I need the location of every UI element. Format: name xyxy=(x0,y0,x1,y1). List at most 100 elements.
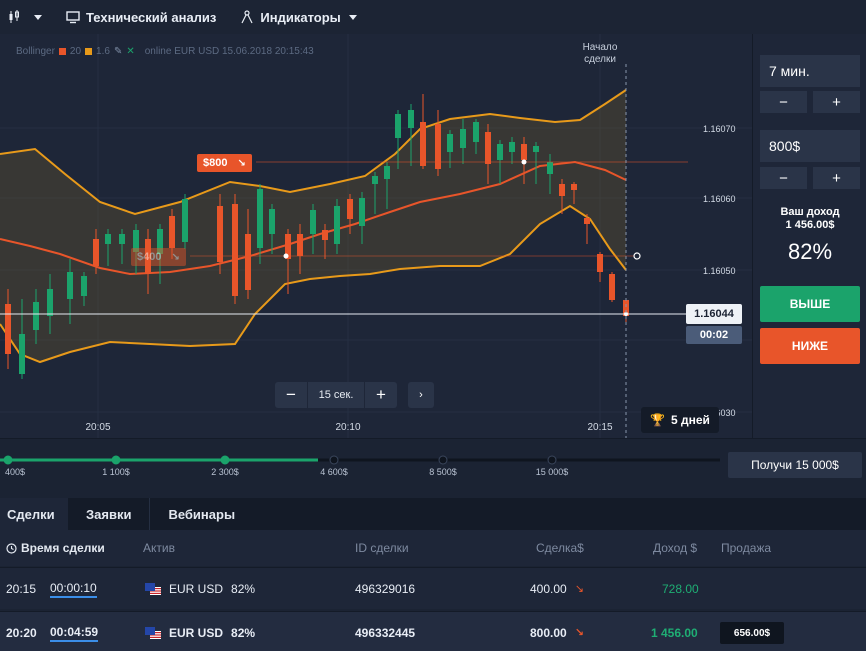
bet-marker-800: $800 ↘ xyxy=(197,154,252,172)
milestone-label: 8 500$ xyxy=(429,467,457,477)
legend-deviation: 1.6 xyxy=(96,46,110,57)
legend-period: 20 xyxy=(69,46,82,57)
tournament-badge[interactable]: 🏆 5 дней xyxy=(641,407,719,433)
y-tick-label: 1.16030 xyxy=(703,408,736,418)
technical-analysis-button[interactable]: Технический анализ xyxy=(66,10,216,25)
header-time-label: Время сделки xyxy=(21,541,105,555)
time-increase-button[interactable]: + xyxy=(813,91,860,113)
timeframe-value[interactable]: 15 сек. xyxy=(307,382,365,408)
candle-body xyxy=(157,229,163,254)
amount-decrease-button[interactable]: − xyxy=(760,167,807,189)
y-tick-label: 1.16050 xyxy=(703,266,736,276)
candle-body xyxy=(359,198,365,226)
expiry-time-field[interactable]: 7 мин. xyxy=(760,55,860,87)
time-decrease-button[interactable]: − xyxy=(760,91,807,113)
candle-body xyxy=(105,234,111,244)
candle-body xyxy=(395,114,401,138)
technical-analysis-label: Технический анализ xyxy=(86,9,217,25)
milestone-dot xyxy=(547,455,557,465)
candle-body xyxy=(533,146,539,152)
candle-body xyxy=(133,230,139,252)
row-remaining-time: 00:04:59 xyxy=(50,624,99,642)
amount-field[interactable]: 800$ xyxy=(760,130,860,162)
milestone-dot xyxy=(220,455,230,465)
row-open-time: 20:15 xyxy=(6,581,37,596)
candle-body xyxy=(420,122,426,166)
arrow-down-right-icon: ↘ xyxy=(171,251,180,263)
candle-body xyxy=(384,166,390,179)
header-time[interactable]: Время сделки xyxy=(6,530,105,566)
trophy-icon: 🏆 xyxy=(650,413,665,427)
top-toolbar: Технический анализ Индикаторы xyxy=(0,0,866,34)
indicators-dropdown[interactable]: Индикаторы xyxy=(240,10,357,25)
candle-body xyxy=(584,218,590,224)
monitor-icon xyxy=(66,11,80,24)
row-remaining-time: 00:00:10 xyxy=(50,580,97,598)
candle-body xyxy=(609,274,615,300)
chevron-down-icon xyxy=(34,14,42,20)
zoom-out-button[interactable]: − xyxy=(286,385,296,404)
milestone-label: 1 100$ xyxy=(102,467,130,477)
price-chart[interactable]: 1.16070 1.16060 1.16050 1.16030 20:05 20:10 20… xyxy=(0,34,752,438)
amount-increase-button[interactable]: + xyxy=(813,167,860,189)
bet-entry-point xyxy=(521,159,527,165)
candle-body xyxy=(269,209,275,234)
candle-body xyxy=(473,122,479,142)
candle-body xyxy=(119,234,125,244)
get-bonus-button[interactable]: Получи 15 000$ xyxy=(728,452,862,478)
arrow-down-right-icon: ↘ xyxy=(574,627,584,639)
candle-body xyxy=(334,206,340,244)
candle-body xyxy=(232,204,238,296)
chevron-right-icon: › xyxy=(419,389,423,401)
candle-body xyxy=(81,276,87,296)
deal-start-label: Начало сделки xyxy=(582,42,618,65)
candle-body xyxy=(347,199,353,219)
scroll-right-button[interactable]: › xyxy=(408,382,434,408)
tab-webinars[interactable]: Вебинары xyxy=(168,506,236,522)
candle-body xyxy=(447,134,453,152)
payout-percent: 82% xyxy=(787,239,833,264)
chart-type-dropdown[interactable] xyxy=(8,10,42,24)
zoom-in-button[interactable]: + xyxy=(376,385,386,404)
candle-body xyxy=(5,304,11,354)
candle-body xyxy=(597,254,603,272)
income-value: 1 456.00$ xyxy=(785,219,835,231)
trade-panel: 7 мин. − + 800$ − + Ваш доход 1 456.00$ … xyxy=(752,34,866,438)
chevron-down-icon xyxy=(348,14,357,20)
milestone-label: 15 000$ xyxy=(535,467,569,477)
close-icon[interactable]: ✕ xyxy=(126,46,135,57)
milestone-label: 400$ xyxy=(4,467,26,477)
indicator-legend: Bollinger 20 1.6 ✎ ✕ online EUR USD 15.0… xyxy=(16,46,314,57)
sell-button[interactable]: 656.00$ xyxy=(720,622,784,644)
candle-body xyxy=(485,132,491,164)
legend-name: Bollinger xyxy=(16,46,55,57)
higher-button[interactable]: ВЫШЕ xyxy=(760,286,860,322)
lower-button[interactable]: НИЖЕ xyxy=(760,328,860,364)
candle-body xyxy=(623,300,629,316)
row-open-time: 20:20 xyxy=(6,625,37,640)
candle-body xyxy=(521,144,527,160)
current-price-point xyxy=(624,312,628,316)
candle-body xyxy=(67,272,73,299)
table-row[interactable]: 20:15 00:00:10 EUR USD 82% 496329016 400… xyxy=(0,567,866,609)
row-amount: 400.00 ↘ xyxy=(530,568,584,609)
bet-end-point xyxy=(633,252,641,260)
candle-body xyxy=(322,230,328,240)
bet-entry-point xyxy=(283,253,289,259)
milestone-label: 4 600$ xyxy=(320,467,348,477)
bet-amount: $800 xyxy=(203,157,228,169)
candle-body xyxy=(182,199,188,242)
chart-canvas: 1.16070 1.16060 1.16050 1.16030 20:05 20:10 20… xyxy=(0,34,752,438)
candle-body xyxy=(509,142,515,152)
table-row[interactable]: 20:20 00:04:59 EUR USD 82% 496332445 800… xyxy=(0,611,866,651)
tournament-days: 5 дней xyxy=(671,413,710,427)
candle-body xyxy=(408,110,414,128)
candle-body xyxy=(372,176,378,184)
row-income: 1 456.00 xyxy=(651,625,698,640)
candle-body xyxy=(285,234,291,259)
candle-body xyxy=(33,302,39,330)
pencil-icon[interactable]: ✎ xyxy=(113,46,123,57)
tab-trades[interactable]: Сделки xyxy=(0,498,68,530)
tab-orders[interactable]: Заявки xyxy=(86,506,132,522)
candle-body xyxy=(145,239,151,274)
